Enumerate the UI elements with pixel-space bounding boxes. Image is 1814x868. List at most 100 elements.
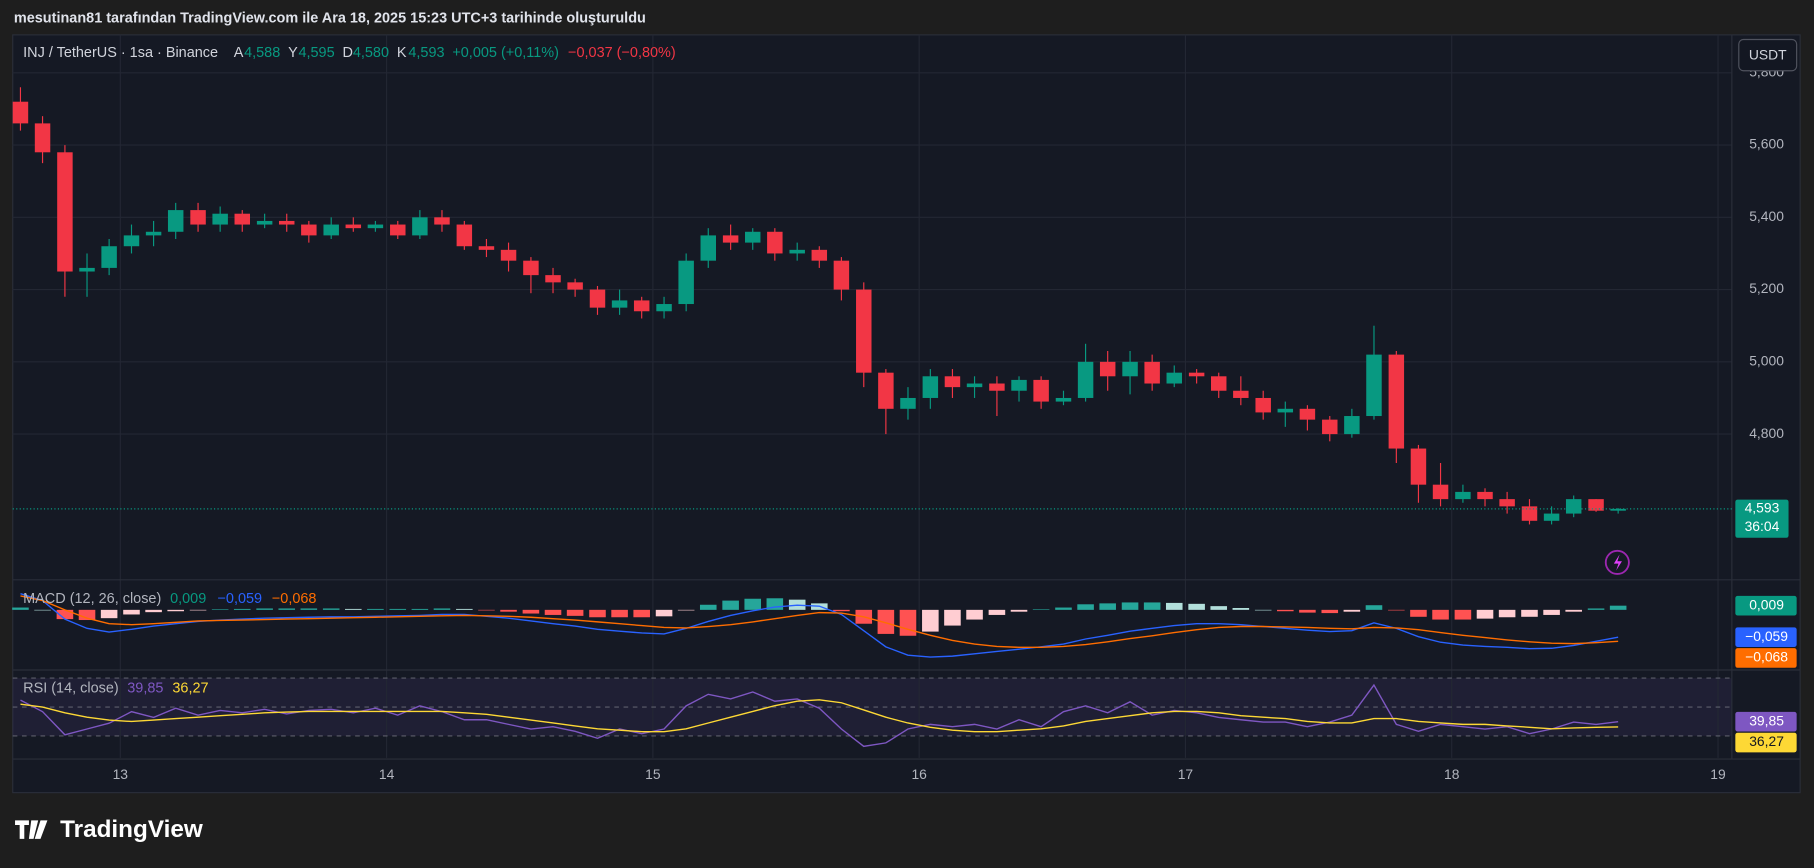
rsi-ma-line: [20, 699, 1619, 733]
candle-body: [1233, 390, 1249, 398]
macd-histogram-bar: [145, 609, 162, 613]
candle-body: [1188, 372, 1205, 377]
macd-histogram-bar: [833, 609, 850, 612]
macd-histogram-bar: [78, 609, 96, 621]
macd-histogram-bar: [500, 609, 517, 612]
candle-body: [79, 267, 95, 272]
candle-body: [1499, 499, 1515, 507]
candle-body: [1388, 354, 1405, 449]
candle-body: [1277, 408, 1294, 413]
candle-body: [833, 260, 850, 290]
macd-histogram-bar: [1055, 607, 1072, 610]
rsi-title: RSI (14, close): [23, 680, 119, 696]
macd-histogram-bar: [1010, 609, 1028, 612]
candle-body: [1144, 361, 1160, 384]
price-label-box: [1735, 732, 1797, 753]
macd-histogram-bar: [1521, 609, 1538, 617]
macd-histogram-bar: [34, 609, 51, 611]
price-label: 39,85: [1749, 712, 1784, 728]
currency-label[interactable]: USDT: [1749, 46, 1787, 62]
macd-histogram-bar: [522, 609, 540, 614]
chart-frame: [12, 34, 1801, 794]
countdown: 36:04: [1745, 518, 1780, 534]
macd-histogram-bar: [744, 598, 762, 610]
macd-histogram-bar: [1365, 605, 1383, 610]
macd-histogram-bar: [1188, 603, 1205, 610]
candle-body: [589, 289, 606, 308]
candle-body: [478, 246, 495, 250]
macd-histogram-bar: [433, 608, 451, 610]
macd-histogram-bar: [1410, 609, 1427, 617]
macd-histogram-bar: [1077, 604, 1094, 610]
macd-histogram-bar: [189, 609, 207, 611]
last-price-label: 4,593: [1745, 500, 1780, 516]
x-tick-label: 18: [1444, 766, 1460, 782]
candle-body: [767, 231, 783, 254]
change-day: −0,037 (−0,80%): [568, 45, 676, 61]
x-tick-label: 19: [1710, 766, 1726, 782]
macd-histogram-bar: [1343, 609, 1361, 612]
logo-mark: [15, 820, 48, 839]
ohlc-value: 4,595: [298, 45, 334, 61]
alert-bolt[interactable]: [1613, 554, 1622, 571]
macd-histogram-bar: [677, 609, 695, 611]
candle-body: [656, 304, 672, 312]
change: +0,005 (+0,11%): [452, 45, 559, 61]
macd-value: −0,059: [217, 591, 262, 607]
macd-histogram-bar: [256, 608, 273, 610]
price-label: 0,009: [1749, 596, 1784, 612]
macd-histogram-bar: [1498, 609, 1516, 618]
macd-histogram-bar: [877, 609, 895, 634]
legend: INJ / TetherUS · 1sa · Binance A 4,588 Y…: [23, 45, 676, 696]
rsi-line: [20, 683, 1619, 748]
macd-histogram-bar: [1299, 609, 1316, 613]
macd-histogram-bar: [1432, 609, 1449, 620]
macd-histogram-bar: [633, 609, 650, 618]
rsi-ma-value: 36,27: [172, 680, 208, 696]
y-tick-label: 4,800: [1749, 425, 1784, 441]
candle-body: [966, 383, 983, 388]
y-tick-label: 5,400: [1749, 208, 1784, 224]
candle-body: [345, 224, 362, 229]
candle-body: [1166, 372, 1182, 384]
candle-body: [190, 210, 206, 225]
macd-histogram-bar: [300, 608, 318, 610]
alert-icon[interactable]: [1604, 549, 1630, 575]
candle-body: [545, 275, 561, 283]
macd-histogram-bar: [278, 608, 296, 610]
candle-body: [611, 300, 628, 308]
candle-body: [1210, 376, 1227, 391]
rsi-value: 39,85: [127, 680, 163, 696]
candle-body: [1588, 499, 1604, 511]
macd-histogram-bar: [1099, 603, 1116, 610]
ohlc-value: 4,593: [408, 45, 444, 61]
candle-body: [989, 383, 1005, 391]
candle-body: [789, 249, 805, 254]
candle-body: [1011, 379, 1027, 391]
candle-body: [1099, 361, 1116, 377]
currency-button-box[interactable]: [1738, 38, 1798, 72]
candle-body: [678, 260, 694, 305]
ohlc-value: 4,580: [353, 45, 389, 61]
price-label-box: [1735, 711, 1797, 732]
candle-body: [57, 152, 73, 272]
candle-body: [434, 217, 450, 225]
macd-histogram-bar: [1121, 602, 1139, 610]
macd-histogram-bar: [1587, 608, 1605, 610]
candle-body: [633, 300, 650, 312]
candle-body: [412, 217, 428, 236]
macd-histogram-bar: [167, 609, 184, 612]
ohlc-key: D: [342, 45, 352, 61]
macd-histogram-bar: [766, 598, 784, 610]
ohlc-key: A: [234, 45, 244, 61]
macd-histogram-bar: [966, 609, 983, 620]
y-tick-label: 5,600: [1749, 136, 1784, 152]
macd-histogram-bar: [367, 608, 384, 610]
macd-histogram-bar: [389, 608, 407, 610]
candle-body: [1610, 508, 1626, 511]
alert-circle[interactable]: [1604, 549, 1630, 575]
x-tick-label: 15: [645, 766, 661, 782]
candle-body: [523, 260, 539, 276]
candle-body: [1122, 361, 1138, 377]
currency-button[interactable]: USDT: [1738, 38, 1798, 72]
